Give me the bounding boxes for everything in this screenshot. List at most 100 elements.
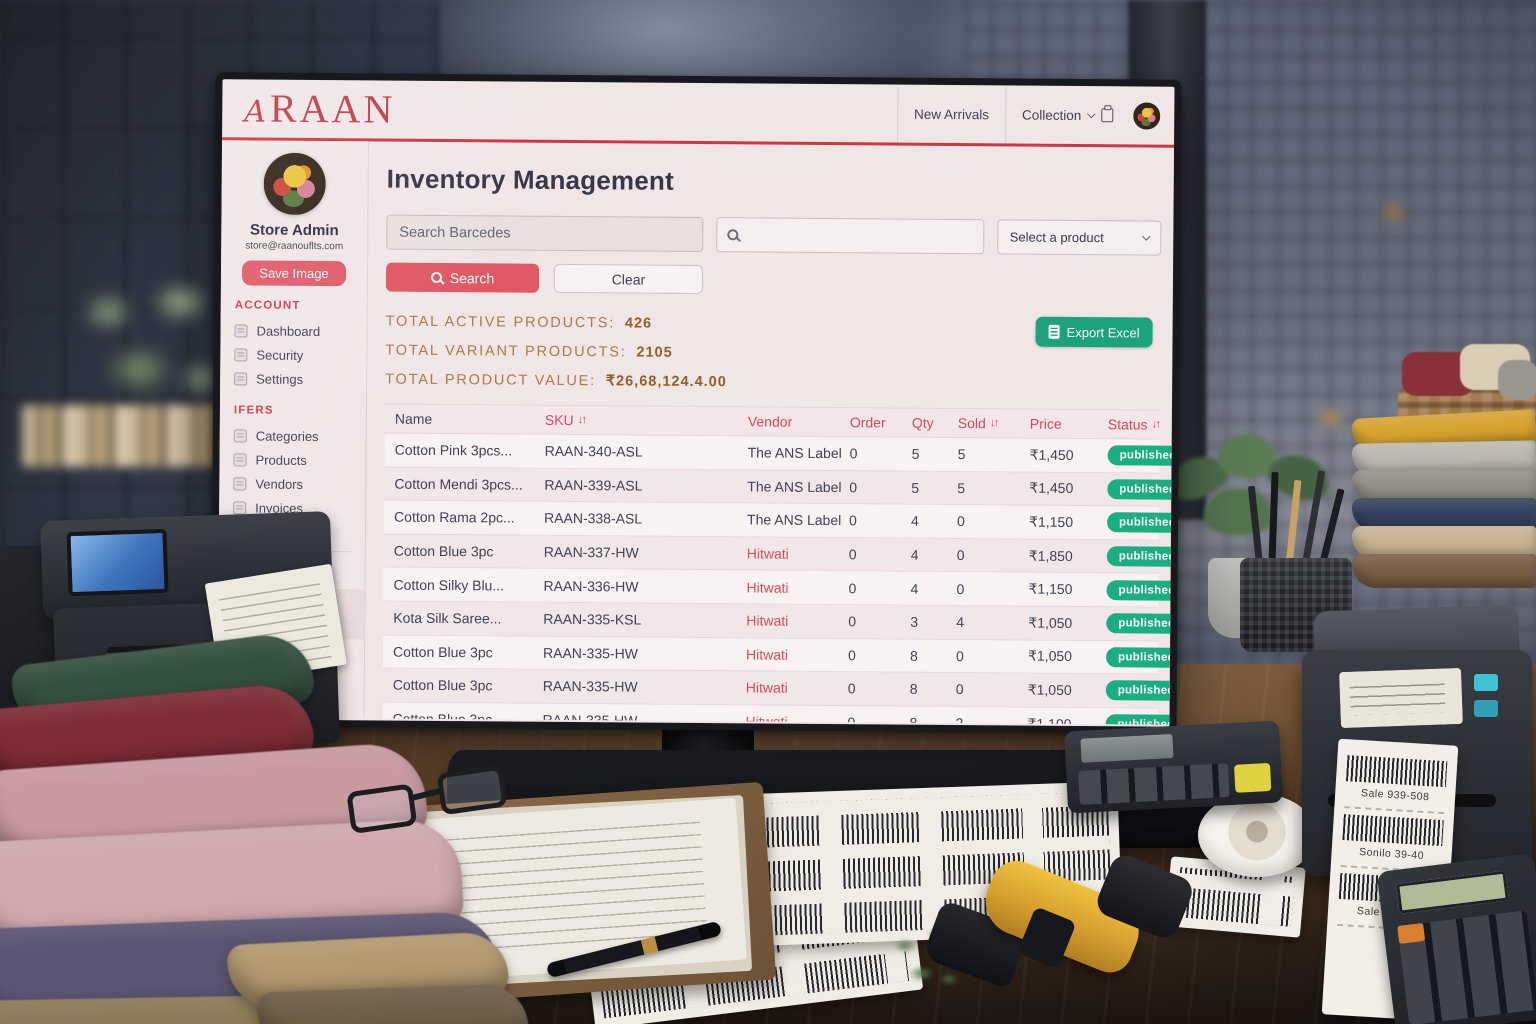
product-search-box[interactable] bbox=[716, 217, 985, 255]
total-label: TOTAL ACTIVE PRODUCTS: bbox=[385, 313, 616, 332]
printer-button bbox=[1474, 674, 1498, 691]
col-header-qty: Qty bbox=[911, 414, 934, 431]
cell-sold: 5 bbox=[957, 446, 966, 463]
cell-sku: RAAN-335-HW bbox=[542, 644, 639, 662]
product-select[interactable]: Select a product bbox=[997, 219, 1162, 256]
cell-qty: 8 bbox=[909, 681, 918, 698]
cell-status: published bbox=[1106, 579, 1175, 601]
export-excel-button[interactable]: Export Excel bbox=[1035, 316, 1153, 348]
cell-order: 0 bbox=[847, 680, 856, 697]
cell-sku: RAAN-339-ASL bbox=[544, 476, 643, 494]
cell-status: published bbox=[1107, 479, 1175, 500]
total-label: TOTAL VARIANT PRODUCTS: bbox=[385, 342, 627, 361]
save-image-button[interactable]: Save Image bbox=[242, 260, 346, 287]
cell-name: Cotton Blue 3pc bbox=[393, 542, 494, 560]
button-row: Search Clear bbox=[385, 262, 1161, 298]
cell-vendor: Hitwati bbox=[745, 646, 789, 663]
sidebar-item-security[interactable]: Security bbox=[234, 342, 366, 367]
printer-label-window bbox=[1339, 667, 1463, 729]
cell-price: ₹1,450 bbox=[1029, 446, 1074, 463]
nav-item-collection[interactable]: Collection bbox=[1004, 85, 1130, 145]
status-badge: published bbox=[1105, 714, 1175, 725]
cell-sold: 0 bbox=[957, 513, 965, 530]
cell-qty: 4 bbox=[911, 513, 919, 530]
sidebar-item-label: Security bbox=[256, 347, 304, 363]
calculator-orange-key bbox=[1397, 922, 1426, 944]
cell-order: 0 bbox=[848, 579, 857, 596]
printed-label: Sonilo 39-40 bbox=[1340, 808, 1445, 874]
cell-sku: RAAN-335-HW bbox=[542, 678, 638, 696]
cell-price: ₹1,850 bbox=[1028, 547, 1073, 564]
sidebar-item-label: Categories bbox=[255, 428, 319, 444]
nav-item-new-arrivals[interactable]: New Arrivals bbox=[896, 84, 1006, 144]
cell-name: Cotton Silky Blu... bbox=[393, 576, 505, 594]
invoices-icon bbox=[233, 500, 247, 514]
barcode-search-input[interactable] bbox=[386, 214, 704, 253]
plant-leaf bbox=[1218, 434, 1276, 478]
search-row: Select a product bbox=[386, 214, 1162, 256]
col-header-sku[interactable]: SKU ↓↑ bbox=[544, 411, 586, 429]
cell-order: 0 bbox=[847, 714, 856, 725]
sidebar-item-categories[interactable]: Categories bbox=[233, 423, 366, 448]
cell-sku: RAAN-340-ASL bbox=[544, 443, 643, 460]
total-value: 2105 bbox=[636, 344, 673, 361]
section-heading-account: ACCOUNT bbox=[234, 299, 301, 312]
cell-vendor: The ANS Label bbox=[747, 444, 842, 462]
cell-sold: 0 bbox=[955, 647, 964, 664]
col-header-sold[interactable]: Sold ↓↑ bbox=[957, 415, 998, 432]
profile-avatar[interactable] bbox=[263, 152, 326, 216]
search-button-label: Search bbox=[449, 269, 495, 286]
app-header: A RAAN New Arrivals Collection bbox=[222, 79, 1174, 145]
clipboard-icon bbox=[1101, 108, 1114, 123]
barcode bbox=[1342, 814, 1444, 847]
cell-vendor: Hitwati bbox=[746, 579, 789, 596]
categories-icon bbox=[233, 428, 247, 442]
export-button-label: Export Excel bbox=[1066, 324, 1140, 340]
cell-status: published bbox=[1107, 445, 1175, 467]
excel-file-icon bbox=[1048, 324, 1060, 339]
product-search-input[interactable] bbox=[746, 225, 974, 246]
col-header-name: Name bbox=[394, 410, 433, 427]
sort-icon: ↓↑ bbox=[1151, 418, 1160, 431]
glasses-lens bbox=[346, 783, 418, 835]
calculator-keys bbox=[1078, 763, 1230, 805]
nav-label: New Arrivals bbox=[913, 106, 990, 122]
cell-qty: 4 bbox=[910, 580, 919, 597]
cell-sold: 0 bbox=[956, 580, 965, 597]
brand-logo[interactable]: A RAAN bbox=[244, 86, 395, 132]
logo-script-letter: A bbox=[244, 94, 267, 130]
cell-order: 0 bbox=[848, 613, 857, 630]
sidebar-item-dashboard[interactable]: Dashboard bbox=[234, 318, 366, 343]
col-header-status[interactable]: Status ↓↑ bbox=[1107, 416, 1160, 433]
search-button[interactable]: Search bbox=[385, 262, 540, 293]
user-email: store@raanouflts.com bbox=[245, 240, 344, 253]
sidebar-item-products[interactable]: Products bbox=[233, 447, 365, 472]
page-title: Inventory Management bbox=[386, 163, 675, 196]
cell-order: 0 bbox=[849, 479, 858, 496]
status-badge: published bbox=[1106, 613, 1175, 635]
clear-button[interactable]: Clear bbox=[553, 263, 704, 295]
cell-sku: RAAN-336-HW bbox=[543, 577, 639, 595]
cell-vendor: Hitwati bbox=[745, 679, 788, 697]
cell-status: published bbox=[1105, 714, 1175, 725]
user-avatar[interactable] bbox=[1133, 101, 1161, 130]
cell-price: ₹1,450 bbox=[1029, 480, 1074, 497]
sidebar-item-vendors[interactable]: Vendors bbox=[233, 471, 365, 496]
cell-price: ₹1,050 bbox=[1028, 614, 1073, 631]
sidebar-item-settings[interactable]: Settings bbox=[234, 366, 366, 391]
cell-vendor: Hitwati bbox=[746, 612, 789, 629]
cell-name: Cotton Pink 3pcs... bbox=[394, 441, 513, 459]
vendors-icon bbox=[233, 476, 247, 490]
col-header-order: Order bbox=[849, 414, 886, 431]
status-badge: published bbox=[1106, 579, 1175, 601]
cell-sku: RAAN-335-HW bbox=[542, 711, 638, 725]
screen: A RAAN New Arrivals Collection bbox=[217, 79, 1175, 727]
cell-vendor: The ANS Label bbox=[747, 511, 842, 529]
cell-name: Cotton Rama 2pc... bbox=[394, 509, 515, 527]
printer-button bbox=[1474, 700, 1498, 717]
calculator-display bbox=[1396, 870, 1509, 914]
cell-price: ₹1,100 bbox=[1027, 715, 1072, 725]
cell-price: ₹1,150 bbox=[1029, 513, 1074, 530]
printed-label: Sale 939-508 bbox=[1344, 749, 1448, 815]
total-value: 426 bbox=[624, 315, 653, 332]
